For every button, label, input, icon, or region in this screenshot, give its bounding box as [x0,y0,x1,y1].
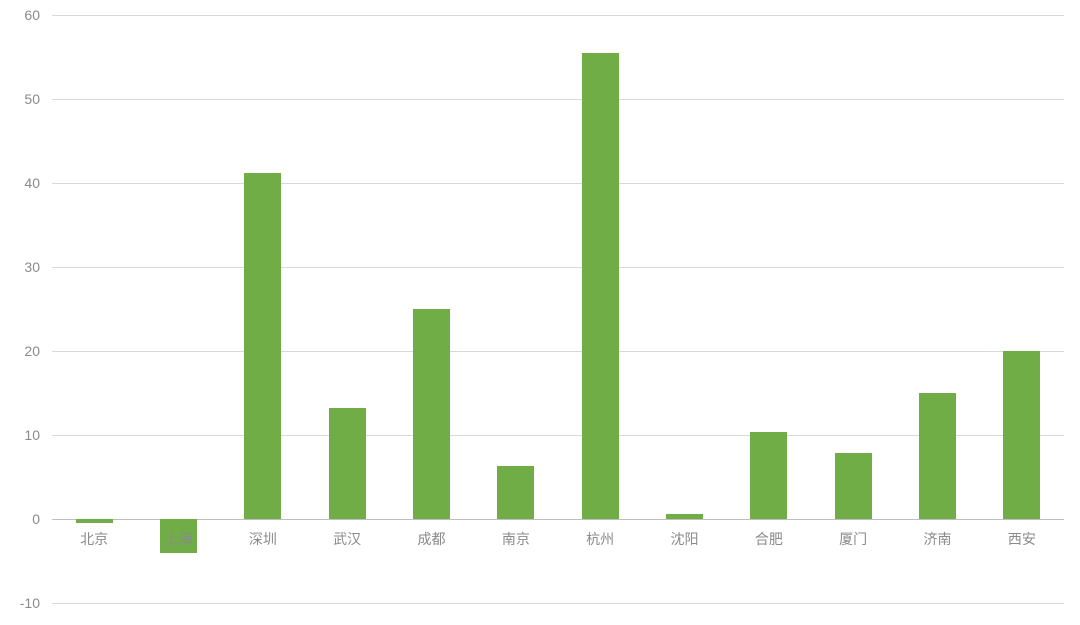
gridline [52,267,1064,268]
bar-chart: -100102030405060北京上海深圳武汉成都南京杭州沈阳合肥厦门济南西安 [52,15,1064,603]
y-axis-tick-label: 60 [24,7,40,23]
x-axis-category-label: 济南 [924,529,952,549]
chart-bar [582,53,619,519]
x-axis-category-label: 成都 [418,529,446,549]
x-axis-category-label: 厦门 [839,529,867,549]
chart-bar [1003,351,1040,519]
x-axis-category-label: 西安 [1008,529,1036,549]
x-axis-category-label: 武汉 [333,529,361,549]
chart-bar [329,408,366,519]
zero-line [52,519,1064,520]
chart-bar [76,519,113,523]
gridline [52,603,1064,604]
chart-bar [497,466,534,519]
gridline [52,183,1064,184]
y-axis-tick-label: 10 [24,427,40,443]
y-axis-tick-label: 0 [32,511,40,527]
y-axis-tick-label: 50 [24,91,40,107]
y-axis-tick-label: 20 [24,343,40,359]
x-axis-category-label: 北京 [80,529,108,549]
chart-bar [244,173,281,519]
x-axis-category-label: 杭州 [586,529,614,549]
x-axis-category-label: 合肥 [755,529,783,549]
chart-bar [835,453,872,519]
y-axis-tick-label: 40 [24,175,40,191]
gridline [52,15,1064,16]
gridline [52,99,1064,100]
x-axis-category-label: 深圳 [249,529,277,549]
gridline [52,435,1064,436]
chart-bar [919,393,956,519]
chart-bar [750,432,787,519]
chart-bar [413,309,450,519]
x-axis-category-label: 南京 [502,529,530,549]
x-axis-category-label: 上海 [165,529,193,549]
gridline [52,351,1064,352]
chart-bar [666,514,703,519]
x-axis-category-label: 沈阳 [671,529,699,549]
y-axis-tick-label: 30 [24,259,40,275]
y-axis-tick-label: -10 [20,595,40,611]
